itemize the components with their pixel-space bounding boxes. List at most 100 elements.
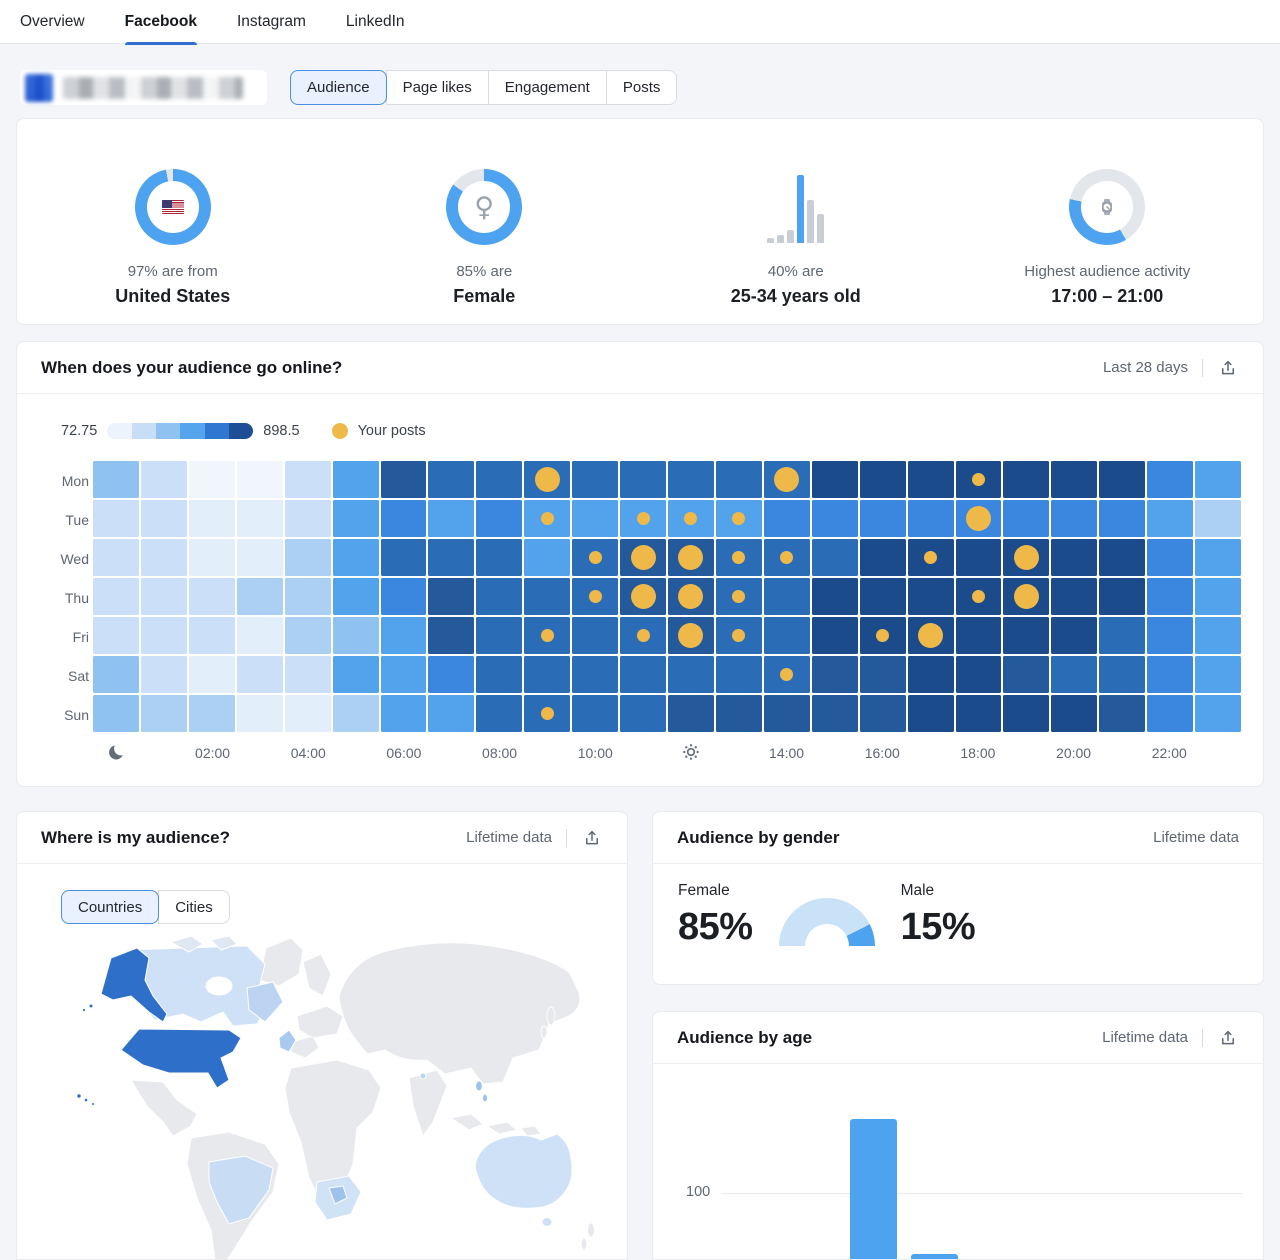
heatmap-cell[interactable] (188, 578, 235, 615)
heatmap-cell[interactable] (763, 656, 810, 693)
export-button[interactable] (581, 827, 603, 849)
heatmap-cell[interactable] (93, 617, 139, 654)
heatmap-cell[interactable] (236, 656, 283, 693)
heatmap-cell[interactable] (620, 539, 666, 576)
heatmap-cell[interactable] (859, 656, 906, 693)
heatmap-cell[interactable] (1099, 695, 1146, 732)
export-button[interactable] (1217, 1027, 1239, 1049)
heatmap-cell[interactable] (668, 656, 714, 693)
heatmap-cell[interactable] (1003, 500, 1050, 537)
heatmap-cell[interactable] (715, 461, 762, 498)
heatmap-cell[interactable] (811, 578, 858, 615)
toggle-cities[interactable]: Cities (158, 890, 230, 924)
map-indonesia[interactable] (449, 1113, 542, 1137)
heatmap-cell[interactable] (1147, 617, 1194, 654)
heatmap-cell[interactable] (1147, 695, 1194, 732)
heatmap-cell[interactable] (620, 461, 666, 498)
map-japan[interactable] (546, 1006, 556, 1026)
map-india[interactable] (408, 1069, 448, 1138)
heatmap-cell[interactable] (140, 695, 187, 732)
heatmap-cell[interactable] (859, 695, 906, 732)
heatmap-cell[interactable] (1099, 500, 1146, 537)
heatmap-cell[interactable] (1003, 461, 1050, 498)
heatmap-cell[interactable] (1003, 695, 1050, 732)
heatmap-cell[interactable] (380, 578, 427, 615)
heatmap-cell[interactable] (572, 461, 619, 498)
heatmap-cell[interactable] (284, 695, 331, 732)
map-united-kingdom[interactable] (278, 1029, 297, 1053)
heatmap-cell[interactable] (572, 539, 619, 576)
heatmap-cell[interactable] (668, 617, 714, 654)
map-iberia[interactable] (290, 1035, 320, 1059)
heatmap-cell[interactable] (763, 539, 810, 576)
heatmap-cell[interactable] (188, 500, 235, 537)
heatmap-cell[interactable] (284, 539, 331, 576)
heatmap-cell[interactable] (428, 578, 475, 615)
heatmap-cell[interactable] (859, 617, 906, 654)
heatmap-cell[interactable] (524, 500, 571, 537)
heatmap-cell[interactable] (380, 617, 427, 654)
nav-tab-linkedin[interactable]: LinkedIn (345, 13, 405, 30)
heatmap-cell[interactable] (428, 461, 475, 498)
heatmap-cell[interactable] (907, 500, 954, 537)
heatmap-cell[interactable] (140, 461, 187, 498)
heatmap-cell[interactable] (93, 578, 139, 615)
heatmap-cell[interactable] (1099, 578, 1146, 615)
heatmap-cell[interactable] (955, 656, 1002, 693)
heatmap-cell[interactable] (907, 695, 954, 732)
heatmap-cell[interactable] (715, 656, 762, 693)
heatmap-cell[interactable] (668, 695, 714, 732)
heatmap-cell[interactable] (572, 617, 619, 654)
heatmap-cell[interactable] (715, 617, 762, 654)
heatmap-cell[interactable] (188, 695, 235, 732)
heatmap-cell[interactable] (1195, 500, 1241, 537)
heatmap-cell[interactable] (428, 656, 475, 693)
heatmap-cell[interactable] (332, 578, 379, 615)
heatmap-cell[interactable] (188, 461, 235, 498)
heatmap-cell[interactable] (572, 578, 619, 615)
heatmap-cell[interactable] (380, 656, 427, 693)
heatmap-cell[interactable] (93, 539, 139, 576)
nav-tab-facebook[interactable]: Facebook (124, 0, 198, 45)
heatmap-cell[interactable] (1051, 500, 1098, 537)
heatmap-cell[interactable] (524, 539, 571, 576)
heatmap-cell[interactable] (1051, 695, 1098, 732)
profile-selector[interactable] (20, 70, 267, 105)
heatmap-cell[interactable] (955, 695, 1002, 732)
subtab-page-likes[interactable]: Page likes (385, 70, 489, 105)
heatmap-cell[interactable] (428, 500, 475, 537)
heatmap-cell[interactable] (811, 656, 858, 693)
heatmap-cell[interactable] (1003, 617, 1050, 654)
heatmap-cell[interactable] (1051, 539, 1098, 576)
heatmap-cell[interactable] (284, 500, 331, 537)
heatmap-cell[interactable] (236, 539, 283, 576)
heatmap-cell[interactable] (1003, 539, 1050, 576)
heatmap-cell[interactable] (955, 500, 1002, 537)
heatmap-cell[interactable] (1147, 578, 1194, 615)
heatmap-cell[interactable] (668, 461, 714, 498)
heatmap-cell[interactable] (476, 461, 523, 498)
heatmap-cell[interactable] (1099, 461, 1146, 498)
heatmap-cell[interactable] (332, 539, 379, 576)
heatmap-cell[interactable] (1147, 500, 1194, 537)
heatmap-cell[interactable] (1195, 656, 1241, 693)
heatmap-cell[interactable] (428, 695, 475, 732)
heatmap-cell[interactable] (1051, 461, 1098, 498)
heatmap-cell[interactable] (1195, 617, 1241, 654)
heatmap-cell[interactable] (811, 500, 858, 537)
heatmap-cell[interactable] (476, 617, 523, 654)
subtab-engagement[interactable]: Engagement (487, 70, 607, 105)
heatmap-cell[interactable] (93, 461, 139, 498)
heatmap-cell[interactable] (763, 461, 810, 498)
heatmap-cell[interactable] (1051, 617, 1098, 654)
heatmap-cell[interactable] (188, 656, 235, 693)
heatmap-cell[interactable] (1195, 461, 1241, 498)
heatmap-cell[interactable] (380, 695, 427, 732)
heatmap-cell[interactable] (811, 539, 858, 576)
heatmap-cell[interactable] (1147, 461, 1194, 498)
toggle-countries[interactable]: Countries (61, 890, 160, 924)
map-philippines[interactable] (475, 1080, 483, 1092)
heatmap-cell[interactable] (811, 461, 858, 498)
heatmap-cell[interactable] (715, 539, 762, 576)
heatmap-cell[interactable] (332, 500, 379, 537)
